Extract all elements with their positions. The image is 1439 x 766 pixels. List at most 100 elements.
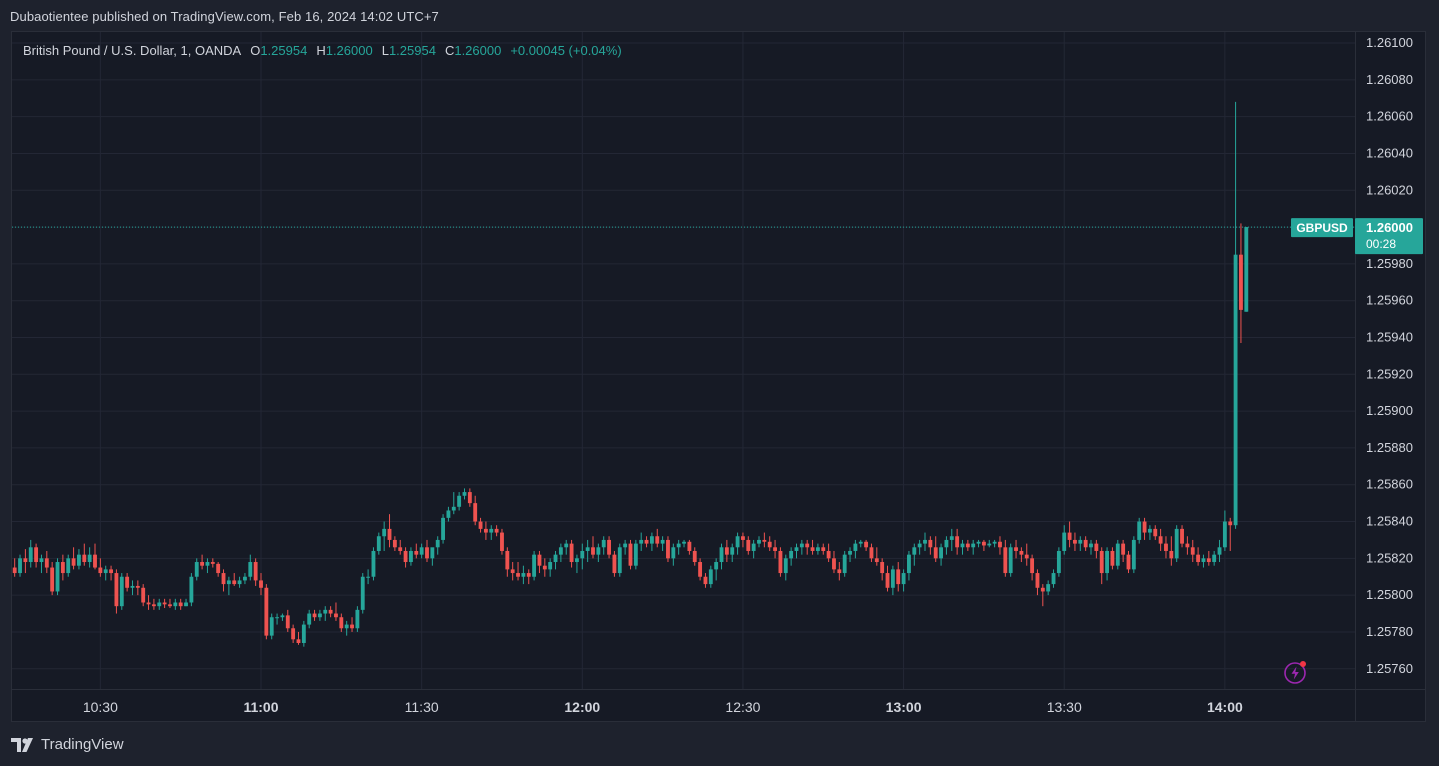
- candle-body: [366, 576, 371, 578]
- x-tick-label: 11:30: [405, 699, 439, 715]
- candle: [1228, 517, 1233, 551]
- candle: [317, 609, 322, 621]
- candle: [1051, 569, 1056, 588]
- candle: [301, 620, 306, 647]
- candle: [858, 539, 863, 548]
- candle-body: [607, 539, 611, 555]
- candle-body: [1099, 550, 1104, 574]
- candle: [360, 573, 365, 614]
- candle-body: [1206, 558, 1211, 563]
- candle-body: [168, 604, 172, 607]
- close-value: 1.26000: [454, 43, 502, 58]
- candle-body: [1024, 554, 1029, 559]
- candle: [917, 539, 922, 555]
- candlestick-chart[interactable]: 1.26100 1.26080 1.26060 1.26040 1.26020 1.260…: [12, 32, 1426, 722]
- candle: [409, 547, 413, 566]
- candle: [1131, 536, 1136, 574]
- candle-body: [617, 547, 622, 574]
- candle: [221, 569, 226, 592]
- tradingview-brand[interactable]: TradingView: [11, 736, 124, 753]
- candle-body: [82, 554, 87, 563]
- candle: [1201, 554, 1206, 568]
- candle-body: [944, 539, 949, 548]
- candle-body: [542, 565, 547, 570]
- candle-body: [826, 550, 831, 559]
- candle-body: [1035, 573, 1040, 588]
- candle-body: [387, 528, 392, 540]
- candle-body: [751, 543, 756, 551]
- candle-body: [1003, 547, 1008, 574]
- candle: [1056, 547, 1061, 577]
- candle: [387, 514, 392, 548]
- candle-body: [1056, 550, 1061, 574]
- candle-body: [848, 550, 852, 555]
- candle: [103, 565, 108, 581]
- candle-body: [558, 547, 563, 555]
- candle: [965, 539, 970, 551]
- low-value: 1.25954: [388, 43, 436, 58]
- y-tick-label: 1.25900: [1366, 403, 1413, 418]
- candle-body: [462, 492, 467, 496]
- candle-body: [12, 567, 17, 574]
- candle: [671, 543, 676, 566]
- candle-body: [71, 558, 76, 566]
- candle-body: [162, 602, 167, 605]
- candle: [109, 565, 113, 581]
- candle: [366, 569, 371, 585]
- candle-body: [853, 543, 858, 551]
- candle: [778, 547, 783, 577]
- candle: [1196, 547, 1201, 566]
- candle-body: [291, 628, 296, 640]
- candle: [880, 558, 885, 581]
- candle: [226, 576, 231, 596]
- candle: [350, 617, 354, 632]
- y-tick-label: 1.25860: [1366, 477, 1413, 492]
- candle: [1158, 528, 1163, 551]
- candle-body: [226, 580, 231, 585]
- candle: [601, 536, 606, 555]
- candle: [901, 569, 906, 592]
- candle: [815, 543, 820, 555]
- candle: [1030, 554, 1035, 581]
- x-tick-label: 11:00: [243, 699, 278, 715]
- symbol-description[interactable]: British Pound / U.S. Dollar, 1, OANDA: [23, 43, 242, 58]
- candle-body: [778, 550, 783, 574]
- candle-body: [1233, 254, 1238, 526]
- candle: [119, 573, 124, 610]
- candle: [692, 547, 697, 566]
- candle: [414, 543, 419, 559]
- candle: [483, 521, 488, 540]
- candle-body: [746, 539, 751, 551]
- price-tag-bg: [1355, 218, 1423, 255]
- candle: [912, 543, 917, 566]
- low-label: L: [381, 43, 389, 58]
- candle-body: [1174, 528, 1179, 559]
- change-value: +0.00045 (+0.04%): [510, 43, 622, 58]
- candle: [146, 595, 151, 610]
- candle: [87, 547, 92, 568]
- candle-body: [601, 539, 606, 548]
- chart-panel[interactable]: 1.26100 1.26080 1.26060 1.26040 1.26020 1.260…: [11, 31, 1426, 722]
- candle: [794, 543, 799, 559]
- candle-body: [1040, 587, 1045, 592]
- candle: [173, 598, 178, 610]
- y-tick-label: 1.25960: [1366, 293, 1413, 308]
- candle: [1008, 543, 1013, 577]
- candle-body: [109, 569, 113, 574]
- candle: [607, 536, 611, 559]
- candle-body: [933, 547, 938, 559]
- candle-body: [184, 602, 188, 607]
- candle: [585, 539, 590, 563]
- candle: [885, 565, 890, 592]
- candle: [757, 536, 761, 548]
- high-value: 1.26000: [325, 43, 373, 58]
- candle: [157, 598, 162, 610]
- candle-body: [1089, 543, 1093, 548]
- candle-body: [146, 602, 151, 605]
- candle: [655, 528, 660, 548]
- candle-body: [569, 543, 574, 563]
- candle-body: [639, 539, 644, 544]
- candle: [71, 547, 76, 570]
- lightning-icon[interactable]: [1283, 660, 1307, 684]
- candle: [1035, 569, 1040, 596]
